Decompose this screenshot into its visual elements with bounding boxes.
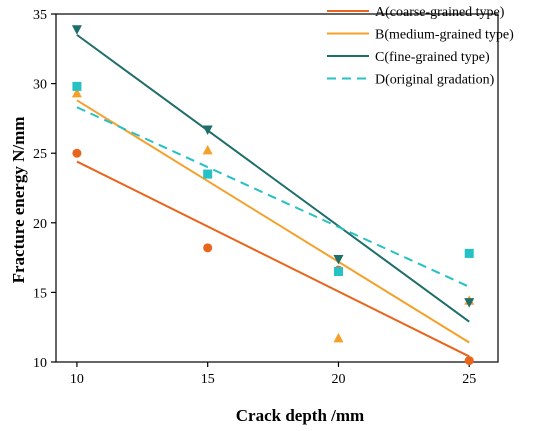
y-tick-label: 30 (33, 78, 47, 93)
legend-label: B(medium-grained type) (375, 28, 514, 43)
legend: A(coarse-grained type) B(medium-grained t… (327, 5, 514, 88)
x-tick-label: 20 (331, 372, 345, 387)
fit-line (76, 34, 470, 323)
data-point (464, 248, 474, 258)
data-point (71, 87, 82, 98)
legend-label: C(fine-grained type) (375, 50, 490, 65)
data-point (203, 243, 213, 253)
data-point (72, 81, 82, 91)
fit-line (76, 99, 470, 344)
data-point (333, 254, 344, 265)
fit-line (76, 106, 470, 288)
y-tick-label: 25 (33, 147, 47, 162)
axes: 10 15 20 25 10 15 20 25 30 35 (33, 8, 499, 387)
data-point (71, 25, 82, 35)
x-tick-label: 25 (462, 372, 476, 387)
y-tick-label: 35 (33, 8, 47, 23)
x-tick-label: 10 (70, 372, 84, 387)
plot-frame (55, 13, 499, 363)
x-tick-label: 15 (201, 372, 215, 387)
data-point (203, 169, 213, 179)
y-tick-label: 15 (33, 286, 47, 301)
legend-label: D(original gradation) (375, 73, 495, 88)
y-axis-title: Fracture energy N/mm (9, 117, 28, 284)
fit-line (76, 160, 470, 358)
data-point (72, 148, 82, 158)
legend-label: A(coarse-grained type) (375, 5, 505, 20)
y-tick-label: 20 (33, 217, 47, 232)
data-point (464, 356, 474, 366)
data-point (333, 267, 343, 277)
data-point (202, 125, 213, 136)
x-axis-title: Crack depth /mm (236, 406, 364, 425)
data-point (464, 298, 475, 308)
y-tick-label: 10 (33, 356, 47, 371)
data-points (71, 25, 475, 366)
data-point (202, 144, 213, 155)
fit-lines (76, 34, 470, 358)
data-point (333, 332, 344, 343)
